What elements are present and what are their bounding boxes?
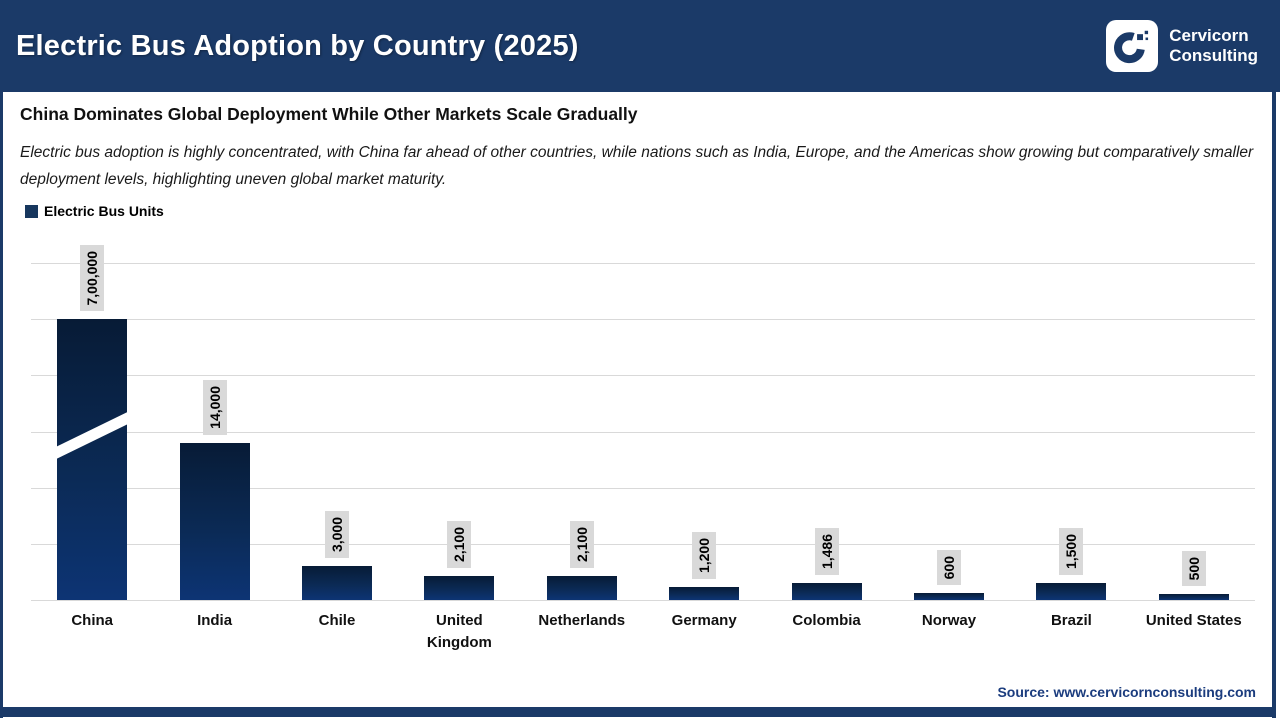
bar-slot: 2,100 bbox=[521, 263, 643, 600]
x-label-india: India bbox=[197, 612, 233, 629]
x-label-united-kingdom: United Kingdom bbox=[426, 612, 492, 651]
value-label: 1,486 bbox=[814, 527, 839, 575]
x-label-germany: Germany bbox=[671, 612, 737, 629]
axis-break-icon bbox=[57, 402, 128, 461]
value-label: 3,000 bbox=[324, 510, 349, 558]
x-label-united-states: United States bbox=[1145, 612, 1242, 629]
cervicorn-logo-icon bbox=[1106, 20, 1159, 72]
value-label: 500 bbox=[1181, 550, 1206, 586]
gridline bbox=[31, 263, 1255, 264]
value-label: 600 bbox=[936, 549, 961, 585]
gridline bbox=[31, 431, 1255, 433]
gridline bbox=[31, 319, 1255, 321]
value-label: 1,200 bbox=[692, 531, 717, 579]
bar-india bbox=[179, 443, 250, 600]
value-label: 14,000 bbox=[202, 380, 227, 435]
legend-swatch-icon bbox=[25, 204, 38, 218]
chart-description: Electric bus adoption is highly concentr… bbox=[20, 144, 1254, 188]
bar-brazil bbox=[1036, 583, 1107, 600]
header-band: Electric Bus Adoption by Country (2025) … bbox=[0, 0, 1280, 92]
company-logo: Cervicorn Consulting bbox=[1106, 20, 1258, 72]
value-label: 7,00,000 bbox=[80, 244, 105, 311]
bar-netherlands bbox=[546, 576, 617, 600]
logo-text-line1: Cervicorn bbox=[1169, 25, 1249, 45]
bar-germany bbox=[669, 587, 740, 600]
frame-border-right bbox=[1272, 92, 1276, 718]
bar-slot: 3,000 bbox=[276, 263, 398, 600]
logo-text: Cervicorn Consulting bbox=[1169, 26, 1258, 66]
x-label-colombia: Colombia bbox=[792, 612, 861, 629]
bar-slot: 2,100 bbox=[398, 263, 520, 600]
bar-china bbox=[57, 319, 128, 600]
bar-united-kingdom bbox=[424, 576, 495, 600]
page-title: Electric Bus Adoption by Country (2025) bbox=[16, 29, 579, 62]
bar-slot: 1,500 bbox=[1010, 263, 1132, 600]
x-label-chile: Chile bbox=[318, 612, 356, 629]
value-label: 2,100 bbox=[569, 520, 594, 568]
gridline bbox=[31, 600, 1255, 601]
source-credit: Source: www.cervicornconsulting.com bbox=[997, 684, 1256, 700]
logo-text-line2: Consulting bbox=[1169, 46, 1258, 65]
x-label-norway: Norway bbox=[921, 612, 977, 629]
bar-slot: 500 bbox=[1133, 263, 1255, 600]
frame-border-left bbox=[0, 92, 3, 718]
x-label-netherlands: Netherlands bbox=[538, 612, 626, 629]
chart-subtitle: China Dominates Global Deployment While … bbox=[20, 104, 638, 124]
x-label-brazil: Brazil bbox=[1050, 612, 1092, 629]
bar-slot: 7,00,000 bbox=[31, 244, 153, 600]
legend: Electric Bus Units bbox=[25, 203, 164, 219]
bar-colombia bbox=[791, 583, 862, 600]
bar-slot: 600 bbox=[888, 263, 1010, 600]
bar-united-states bbox=[1158, 594, 1229, 600]
bar-slot: 1,486 bbox=[765, 263, 887, 600]
gridline bbox=[31, 487, 1255, 489]
bar-slot: 1,200 bbox=[643, 263, 765, 600]
frame-border-bottom bbox=[0, 707, 1276, 717]
bar-chile bbox=[301, 566, 372, 600]
bar-chart: 7,00,000 14,000 3,000 2,100 2,100 1,200 1,486 6… bbox=[31, 244, 1255, 601]
gridline bbox=[31, 543, 1255, 545]
bar-slot: 14,000 bbox=[153, 263, 275, 600]
value-label: 2,100 bbox=[447, 520, 472, 568]
bar-norway bbox=[913, 593, 984, 600]
legend-label: Electric Bus Units bbox=[44, 203, 164, 219]
x-axis-labels: China India Chile United Kingdom Netherlands… bbox=[31, 610, 1255, 662]
gridline bbox=[31, 375, 1255, 377]
x-label-china: China bbox=[71, 612, 114, 629]
value-label: 1,500 bbox=[1059, 527, 1084, 575]
